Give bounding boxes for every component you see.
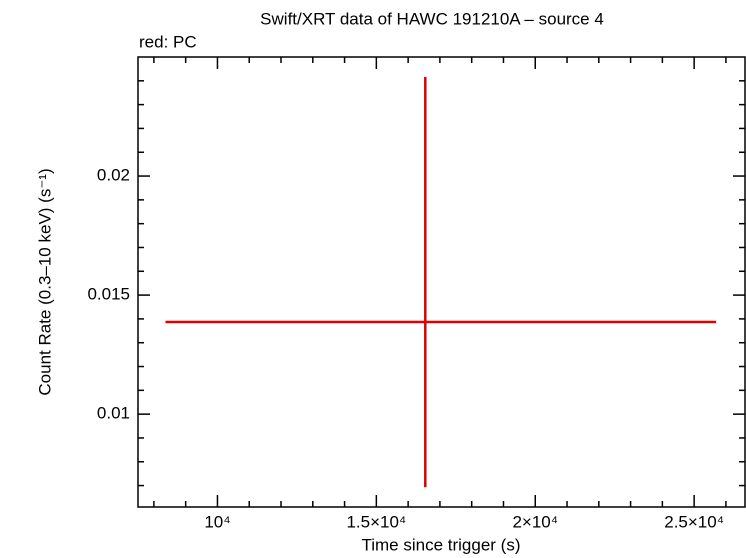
chart-title: Swift/XRT data of HAWC 191210A – source …: [260, 9, 604, 28]
y-tick-label: 0.01: [97, 404, 130, 423]
y-tick-label: 0.02: [97, 166, 130, 185]
x-tick-label: 1.5×10⁴: [346, 512, 406, 531]
y-axis-label: Count Rate (0.3–10 keV) (s⁻¹): [35, 168, 54, 395]
x-axis-label: Time since trigger (s): [361, 535, 520, 554]
x-tick-label: 10⁴: [204, 512, 230, 531]
y-tick-label: 0.015: [87, 285, 130, 304]
x-tick-label: 2.5×10⁴: [664, 512, 724, 531]
x-tick-label: 2×10⁴: [512, 512, 558, 531]
chart-subtitle: red: PC: [139, 32, 197, 51]
plot-frame: [137, 56, 746, 508]
